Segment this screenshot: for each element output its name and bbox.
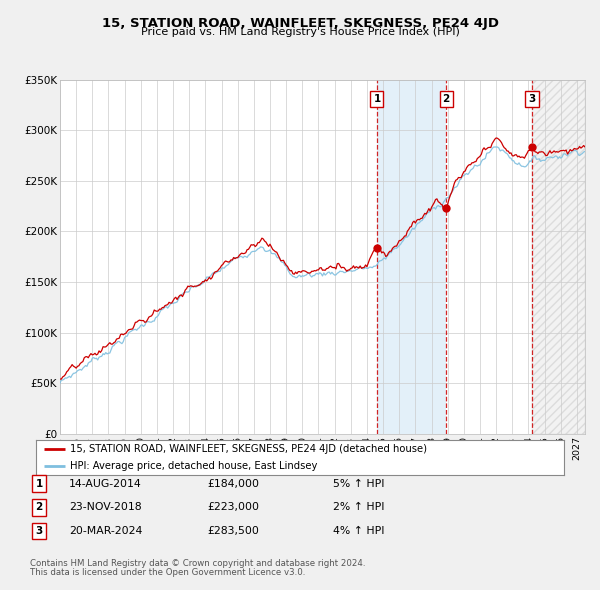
Text: 1: 1 — [373, 94, 380, 104]
Text: 2: 2 — [442, 94, 450, 104]
Text: 4% ↑ HPI: 4% ↑ HPI — [333, 526, 385, 536]
Text: £283,500: £283,500 — [207, 526, 259, 536]
Text: 15, STATION ROAD, WAINFLEET, SKEGNESS, PE24 4JD (detached house): 15, STATION ROAD, WAINFLEET, SKEGNESS, P… — [70, 444, 427, 454]
Bar — [532, 80, 585, 434]
Text: 2% ↑ HPI: 2% ↑ HPI — [333, 503, 385, 512]
Text: £184,000: £184,000 — [207, 479, 259, 489]
Text: 20-MAR-2024: 20-MAR-2024 — [69, 526, 142, 536]
Text: Contains HM Land Registry data © Crown copyright and database right 2024.: Contains HM Land Registry data © Crown c… — [30, 559, 365, 568]
Text: 15, STATION ROAD, WAINFLEET, SKEGNESS, PE24 4JD: 15, STATION ROAD, WAINFLEET, SKEGNESS, P… — [101, 17, 499, 30]
Text: Price paid vs. HM Land Registry's House Price Index (HPI): Price paid vs. HM Land Registry's House … — [140, 27, 460, 37]
Text: 5% ↑ HPI: 5% ↑ HPI — [333, 479, 385, 489]
Text: 1: 1 — [35, 479, 43, 489]
Bar — [377, 80, 446, 434]
Text: 2: 2 — [35, 503, 43, 512]
Text: £223,000: £223,000 — [207, 503, 259, 512]
Text: 23-NOV-2018: 23-NOV-2018 — [69, 503, 142, 512]
Text: 14-AUG-2014: 14-AUG-2014 — [69, 479, 142, 489]
Text: 3: 3 — [529, 94, 536, 104]
Text: 3: 3 — [35, 526, 43, 536]
Text: HPI: Average price, detached house, East Lindsey: HPI: Average price, detached house, East… — [70, 461, 317, 471]
Text: This data is licensed under the Open Government Licence v3.0.: This data is licensed under the Open Gov… — [30, 568, 305, 577]
